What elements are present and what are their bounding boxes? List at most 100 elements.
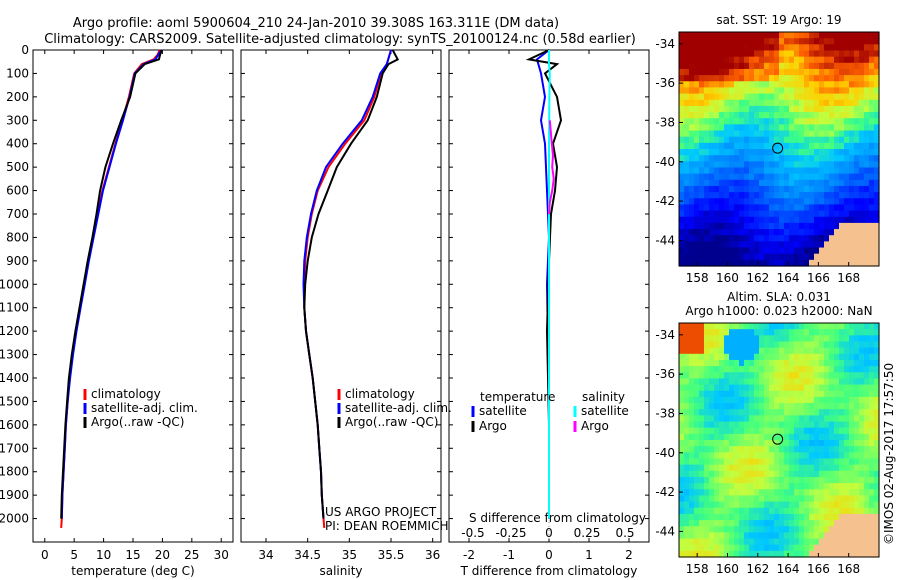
map-cell bbox=[774, 421, 780, 429]
map-cell bbox=[754, 149, 760, 156]
map-cell bbox=[724, 464, 730, 472]
map-cell bbox=[819, 544, 825, 552]
map-cell bbox=[849, 396, 855, 404]
map-cell bbox=[819, 433, 825, 441]
map-cell bbox=[689, 544, 695, 552]
map-cell bbox=[744, 470, 750, 478]
map-cell bbox=[829, 501, 835, 509]
map-cell bbox=[799, 550, 805, 558]
map-cell bbox=[864, 452, 870, 460]
map-cell bbox=[824, 433, 830, 441]
map-cell bbox=[844, 167, 850, 175]
map-cell bbox=[799, 335, 805, 343]
map-cell bbox=[714, 81, 720, 89]
map-cell bbox=[854, 526, 860, 533]
map-cell bbox=[739, 44, 745, 52]
map-cell bbox=[719, 105, 725, 113]
map-cell bbox=[764, 341, 770, 349]
map-cell bbox=[804, 142, 810, 150]
map-cell bbox=[799, 241, 805, 249]
map-cell bbox=[819, 241, 825, 249]
map-cell bbox=[724, 136, 730, 144]
map-cell bbox=[744, 93, 750, 101]
map-cell bbox=[834, 347, 840, 355]
map-cell bbox=[709, 372, 715, 380]
map-cell bbox=[794, 198, 800, 206]
map-cell bbox=[794, 452, 800, 460]
map-cell bbox=[724, 335, 730, 343]
map-cell bbox=[694, 427, 700, 435]
map-cell bbox=[679, 253, 685, 261]
map-cell bbox=[694, 470, 700, 478]
map-cell bbox=[819, 335, 825, 343]
map-cell bbox=[719, 359, 725, 367]
map-cell bbox=[819, 464, 825, 472]
map-cell bbox=[824, 222, 830, 230]
map-cell bbox=[854, 241, 860, 249]
map-cell bbox=[794, 56, 800, 64]
map-cell bbox=[744, 433, 750, 441]
map-cell bbox=[809, 433, 815, 441]
map-cell bbox=[804, 396, 810, 404]
map-cell bbox=[814, 210, 820, 218]
map-cell bbox=[709, 384, 715, 392]
map-cell bbox=[809, 149, 815, 156]
map-cell bbox=[719, 415, 725, 423]
map-cell bbox=[819, 142, 825, 150]
map-cell bbox=[859, 173, 865, 181]
x-tick-label: -2 bbox=[463, 548, 475, 562]
map-cell bbox=[824, 378, 830, 386]
map-cell bbox=[679, 105, 685, 113]
map-cell bbox=[694, 185, 700, 193]
map-cell bbox=[824, 415, 830, 423]
map-cell bbox=[764, 222, 770, 230]
map-cell bbox=[804, 335, 810, 343]
map-cell bbox=[694, 464, 700, 472]
map-cell bbox=[704, 390, 710, 398]
map-cell bbox=[749, 198, 755, 206]
map-cell bbox=[719, 56, 725, 64]
map-cell bbox=[844, 38, 850, 45]
map-cell bbox=[839, 179, 845, 187]
map-cell bbox=[724, 476, 730, 484]
map-cell bbox=[859, 105, 865, 113]
map-cell bbox=[774, 396, 780, 404]
map-cell bbox=[759, 458, 765, 466]
map-cell bbox=[844, 44, 850, 52]
map-cell bbox=[859, 329, 865, 336]
map-cell bbox=[709, 501, 715, 509]
map-cell bbox=[734, 192, 740, 199]
map-cell bbox=[774, 99, 780, 107]
map-cell bbox=[839, 198, 845, 206]
map-cell bbox=[839, 347, 845, 355]
map-cell bbox=[744, 347, 750, 355]
map-cell bbox=[839, 32, 845, 39]
map-cell bbox=[689, 532, 695, 540]
map-cell bbox=[729, 136, 735, 144]
map-cell bbox=[679, 93, 685, 101]
map-cell bbox=[794, 192, 800, 199]
map-cell bbox=[794, 550, 800, 558]
y-tick-label: -44 bbox=[655, 233, 675, 247]
map-cell bbox=[734, 366, 740, 373]
map-cell bbox=[814, 56, 820, 64]
map-cell bbox=[779, 105, 785, 113]
map-cell bbox=[679, 526, 685, 533]
map-cell bbox=[789, 538, 795, 546]
map-cell bbox=[714, 409, 720, 416]
map-cell bbox=[709, 329, 715, 336]
map-cell bbox=[779, 50, 785, 58]
map-cell bbox=[724, 149, 730, 156]
map-cell bbox=[784, 44, 790, 52]
map-cell bbox=[804, 75, 810, 82]
map-cell bbox=[849, 532, 855, 540]
map-cell bbox=[824, 476, 830, 484]
map-cell bbox=[679, 185, 685, 193]
map-cell bbox=[824, 149, 830, 156]
map-cell bbox=[824, 495, 830, 503]
map-cell bbox=[714, 155, 720, 162]
map-cell bbox=[779, 464, 785, 472]
map-cell bbox=[719, 222, 725, 230]
map-cell bbox=[764, 452, 770, 460]
map-cell bbox=[794, 366, 800, 373]
